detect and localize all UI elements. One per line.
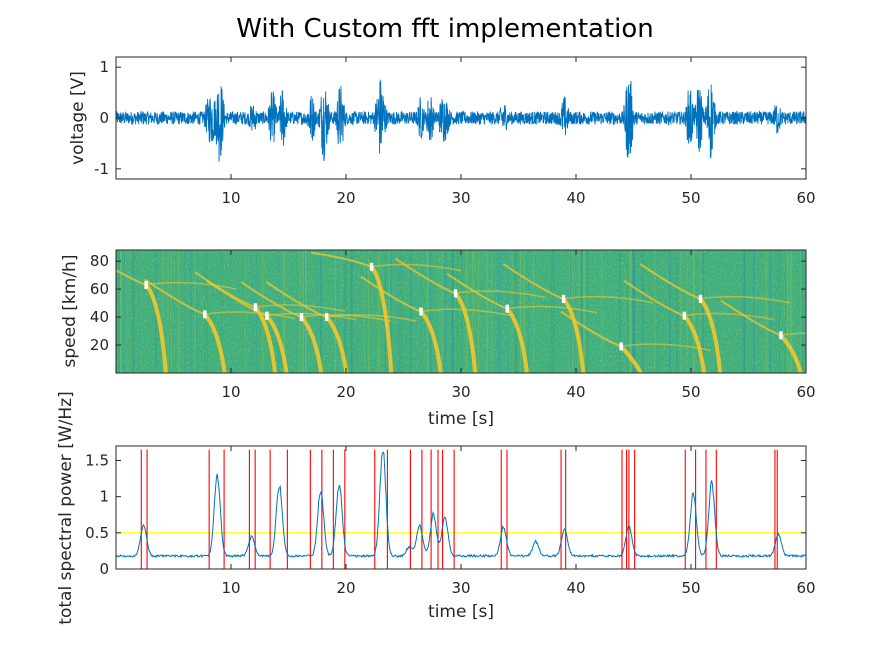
spectrogram-panel: 10 20 30 40 50 60 20 40 60 80 time [s] speed [km/… — [60, 250, 871, 429]
vehicle-speed-marker — [779, 331, 783, 339]
vehicle-speed-marker — [419, 308, 423, 316]
x-tick-label: 30 — [451, 189, 470, 207]
vehicle-speed-marker — [325, 313, 329, 321]
power-x-label: time [s] — [428, 602, 494, 622]
y-tick-label: 40 — [90, 308, 109, 326]
vehicle-speed-marker — [699, 295, 703, 303]
power-axes-background — [116, 446, 806, 569]
vehicle-speed-marker — [203, 310, 207, 318]
voltage-panel: 10 20 30 40 50 60 -1 0 1 voltage [V] — [68, 57, 816, 207]
vehicle-speed-marker — [265, 312, 269, 320]
x-tick-label: 30 — [451, 579, 470, 597]
y-tick-label: 0 — [99, 109, 109, 127]
x-tick-label: 60 — [796, 383, 815, 401]
vehicle-speed-marker — [144, 281, 148, 289]
x-tick-label: 10 — [221, 383, 240, 401]
x-tick-label: 50 — [681, 383, 700, 401]
x-tick-label: 10 — [221, 189, 240, 207]
x-tick-label: 40 — [566, 189, 585, 207]
y-tick-label: 0 — [99, 560, 109, 578]
x-tick-label: 10 — [221, 579, 240, 597]
spectrogram-y-label: speed [km/h] — [60, 255, 80, 368]
x-tick-label: 20 — [336, 189, 355, 207]
spectrogram-x-label: time [s] — [428, 409, 494, 429]
x-tick-label: 20 — [336, 383, 355, 401]
vehicle-speed-marker — [370, 263, 374, 271]
y-tick-label: -1 — [94, 160, 109, 178]
vehicle-speed-marker — [562, 295, 566, 303]
x-tick-label: 60 — [796, 189, 815, 207]
y-tick-label: 0.5 — [85, 524, 109, 542]
vehicle-speed-marker — [454, 289, 458, 297]
y-tick-label: 1 — [99, 58, 109, 76]
x-tick-label: 40 — [566, 579, 585, 597]
x-tick-label: 50 — [681, 579, 700, 597]
power-y-label: total spectral power [W/Hz] — [56, 391, 76, 624]
y-tick-label: 1 — [99, 488, 109, 506]
y-tick-label: 60 — [90, 280, 109, 298]
x-tick-label: 50 — [681, 189, 700, 207]
x-tick-label: 20 — [336, 579, 355, 597]
figure-title: With Custom fft implementation — [236, 14, 654, 44]
x-tick-label: 40 — [566, 383, 585, 401]
x-tick-label: 30 — [451, 383, 470, 401]
vehicle-speed-marker — [683, 312, 687, 320]
vehicle-speed-marker — [619, 342, 623, 350]
y-tick-label: 20 — [90, 336, 109, 354]
vehicle-speed-marker — [254, 303, 258, 311]
vehicle-speed-marker — [506, 305, 510, 313]
vehicle-speed-marker — [300, 313, 304, 321]
y-tick-label: 1.5 — [85, 451, 109, 469]
y-tick-label: 80 — [90, 252, 109, 270]
x-tick-label: 60 — [796, 579, 815, 597]
voltage-y-label: voltage [V] — [68, 71, 88, 165]
